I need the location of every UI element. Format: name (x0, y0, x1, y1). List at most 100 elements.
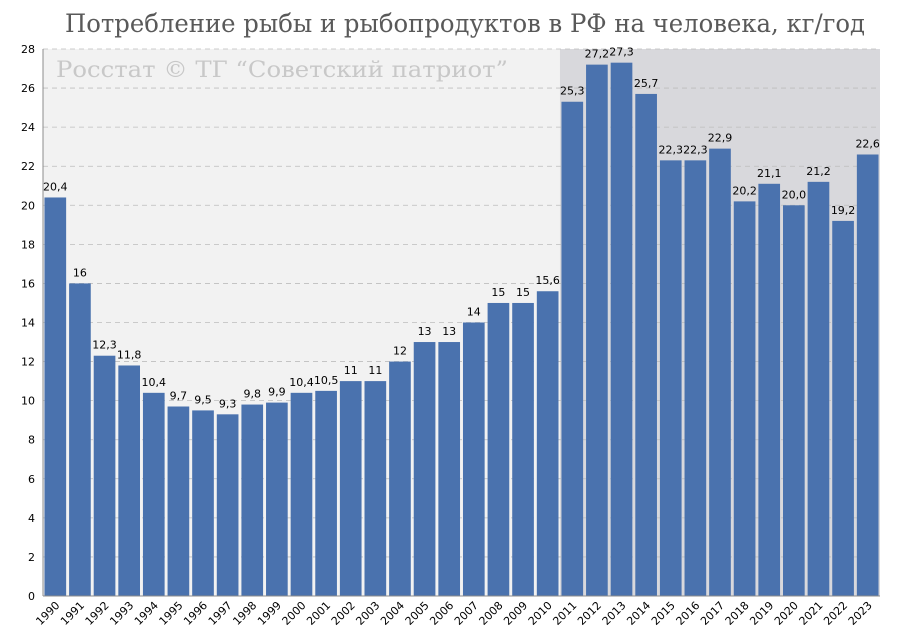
x-tick-label-2018: 2018 (723, 599, 752, 628)
data-label-2015: 22,3 (659, 143, 684, 156)
x-tick-label-2019: 2019 (747, 599, 776, 628)
x-tick-label-2002: 2002 (329, 599, 358, 628)
bar-2015 (659, 160, 682, 596)
data-label-2004: 12 (393, 345, 407, 358)
x-tick-label-1990: 1990 (33, 599, 62, 628)
data-label-2021: 21,2 (806, 165, 831, 178)
bar-1991 (69, 283, 91, 596)
data-label-1996: 9,5 (194, 393, 212, 406)
bar-2008 (487, 302, 510, 596)
x-tick-label-1994: 1994 (132, 599, 161, 628)
y-tick-label: 14 (21, 317, 35, 330)
bar-1990 (44, 197, 67, 596)
x-tick-label-2012: 2012 (575, 599, 604, 628)
bar-2011 (561, 101, 584, 596)
data-label-2020: 20,0 (782, 188, 807, 201)
bar-1998 (241, 404, 264, 596)
x-tick-label-2008: 2008 (477, 599, 506, 628)
bar-2002 (339, 381, 362, 596)
bar-2012 (586, 64, 608, 597)
bar-2023 (856, 154, 879, 596)
y-tick-label: 12 (21, 356, 35, 369)
bar-2010 (536, 291, 559, 596)
y-tick-label: 20 (21, 199, 35, 212)
data-label-2006: 13 (442, 325, 456, 338)
x-tick-label-2020: 2020 (772, 599, 801, 628)
x-tick-label-2005: 2005 (403, 599, 432, 628)
y-tick-label: 4 (28, 512, 35, 525)
bar-1997 (216, 414, 239, 596)
y-tick-label: 2 (28, 551, 35, 564)
bar-2021 (807, 181, 830, 597)
y-tick-label: 10 (21, 395, 35, 408)
x-tick-label-2007: 2007 (452, 599, 481, 628)
bar-2000 (290, 392, 313, 596)
y-tick-label: 24 (21, 121, 35, 134)
bar-1999 (266, 402, 288, 596)
bar-1993 (118, 365, 140, 596)
data-label-1998: 9,8 (244, 388, 262, 401)
x-tick-label-1992: 1992 (83, 599, 112, 628)
data-label-2000: 10,4 (289, 376, 314, 389)
y-tick-label: 22 (21, 160, 35, 173)
x-tick-label-2010: 2010 (526, 599, 555, 628)
data-label-2022: 19,2 (831, 204, 856, 217)
y-tick-label: 26 (21, 82, 35, 95)
bar-1992 (93, 355, 116, 596)
x-tick-label-2013: 2013 (600, 599, 629, 628)
data-label-2005: 13 (418, 325, 432, 338)
y-tick-label: 28 (21, 43, 35, 56)
x-tick-labels: 1990199119921993199419951996199719981999… (33, 599, 874, 628)
x-tick-label-1999: 1999 (255, 599, 284, 628)
x-tick-label-2003: 2003 (353, 599, 382, 628)
x-tick-label-2014: 2014 (624, 599, 653, 628)
y-tick-label: 16 (21, 277, 35, 290)
bar-2001 (315, 390, 337, 596)
x-tick-label-1997: 1997 (206, 599, 235, 628)
data-label-2001: 10,5 (314, 374, 339, 387)
y-tick-label: 8 (28, 434, 35, 447)
bars (44, 62, 879, 597)
x-tick-label-2022: 2022 (821, 599, 850, 628)
x-tick-label-2000: 2000 (280, 599, 309, 628)
bar-2009 (512, 302, 534, 596)
bar-1995 (167, 406, 190, 596)
data-label-2016: 22,3 (683, 143, 708, 156)
x-tick-label-1995: 1995 (157, 599, 186, 628)
data-label-2007: 14 (467, 306, 481, 319)
data-label-1992: 12,3 (92, 339, 117, 352)
bar-2016 (684, 160, 707, 596)
data-label-2012: 27,2 (585, 48, 610, 61)
x-tick-label-2009: 2009 (501, 599, 530, 628)
x-tick-label-1993: 1993 (107, 599, 136, 628)
bar-1996 (192, 410, 214, 596)
data-label-2019: 21,1 (757, 167, 782, 180)
bar-2006 (438, 342, 461, 596)
bar-1994 (142, 392, 165, 596)
x-tick-label-2023: 2023 (846, 599, 875, 628)
y-tick-label: 18 (21, 238, 35, 251)
data-label-2009: 15 (516, 286, 530, 299)
bar-2003 (364, 381, 387, 596)
data-label-2014: 25,7 (634, 77, 659, 90)
watermark: Росстат © ТГ “Советский патриот” (56, 58, 508, 83)
x-tick-label-2015: 2015 (649, 599, 678, 628)
chart-title: Потребление рыбы и рыбопродуктов в РФ на… (65, 9, 865, 38)
bar-2005 (413, 342, 436, 596)
x-tick-label-2016: 2016 (673, 599, 702, 628)
x-tick-label-2021: 2021 (797, 599, 826, 628)
bar-2019 (758, 183, 781, 596)
data-label-1993: 11,8 (117, 348, 142, 361)
bar-2020 (783, 205, 805, 597)
data-label-1999: 9,9 (268, 386, 286, 399)
x-tick-label-2001: 2001 (304, 599, 333, 628)
data-label-2008: 15 (491, 286, 505, 299)
bar-2013 (610, 62, 633, 597)
x-tick-label-1991: 1991 (58, 599, 87, 628)
x-tick-label-1998: 1998 (230, 599, 259, 628)
x-tick-label-2011: 2011 (550, 599, 579, 628)
y-tick-label: 0 (28, 590, 35, 603)
